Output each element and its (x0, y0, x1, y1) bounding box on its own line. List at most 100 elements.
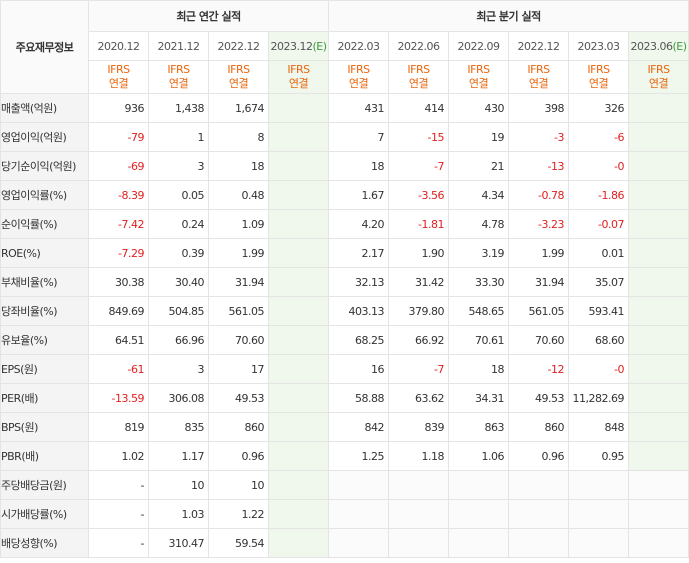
value-cell (628, 354, 689, 384)
basis-cell: IFRS 연결 (148, 60, 209, 94)
value-cell: 8 (208, 122, 269, 152)
value-cell: 306.08 (148, 383, 209, 413)
basis-standard: IFRS (527, 63, 550, 76)
row-label: 영업이익(억원) (0, 122, 89, 152)
basis-cell: IFRS 연결 (267, 60, 330, 94)
value-cell: 49.53 (208, 383, 269, 413)
row-label: EPS(원) (0, 354, 89, 384)
row-label: 주당배당금(원) (0, 470, 89, 500)
value-cell (628, 180, 689, 210)
value-cell: 819 (88, 412, 149, 442)
value-cell: 4.20 (328, 209, 390, 239)
value-cell: 1.25 (328, 441, 390, 471)
value-cell (628, 499, 689, 529)
value-cell: -1.81 (388, 209, 450, 239)
value-cell: 1.17 (148, 441, 209, 471)
value-cell (267, 180, 330, 210)
value-cell: -3.23 (508, 209, 570, 239)
value-cell (388, 470, 450, 500)
value-cell: 504.85 (148, 296, 209, 326)
value-cell: -0.07 (568, 209, 630, 239)
value-cell: 310.47 (148, 528, 209, 558)
value-cell: -7.42 (88, 209, 149, 239)
value-cell (628, 296, 689, 326)
value-cell (448, 470, 510, 500)
value-cell: 19 (448, 122, 510, 152)
value-cell (328, 528, 390, 558)
row-label: ROE(%) (0, 238, 89, 268)
value-cell (508, 499, 570, 529)
value-cell: 0.96 (508, 441, 570, 471)
value-cell: 70.60 (208, 325, 269, 355)
value-cell (267, 354, 330, 384)
value-cell: 18 (448, 354, 510, 384)
value-cell (508, 470, 570, 500)
basis-cell: IFRS 연결 (328, 60, 390, 94)
value-cell: 18 (208, 151, 269, 181)
period-annual-3: 2023.12 (270, 39, 313, 53)
value-cell: -8.39 (88, 180, 149, 210)
table-row: 순이익률(%) -7.42 0.24 1.09 4.20 -1.81 4.78 -3.23 -0… (0, 209, 689, 239)
basis-consolidation: 연결 (288, 77, 309, 90)
period-annual-1: 2021.12 (148, 31, 209, 61)
basis-consolidation: 연결 (468, 77, 489, 90)
value-cell (267, 151, 330, 181)
value-cell (267, 470, 330, 500)
value-cell: 58.88 (328, 383, 390, 413)
table-row: PER(배) -13.59 306.08 49.53 58.88 63.62 34.31 49… (0, 383, 689, 413)
value-cell: 839 (388, 412, 450, 442)
value-cell (628, 209, 689, 239)
row-label: 당기순이익(억원) (0, 151, 89, 181)
table-row: 유보율(%) 64.51 66.96 70.60 68.25 66.92 70.61 70.6… (0, 325, 689, 355)
period-quarter-4: 2023.03 (568, 31, 630, 61)
row-label: 매출액(억원) (0, 93, 89, 123)
value-cell (628, 267, 689, 297)
value-cell (448, 499, 510, 529)
value-cell: 0.96 (208, 441, 269, 471)
basis-standard: IFRS (227, 63, 250, 76)
value-cell: 2.17 (328, 238, 390, 268)
value-cell: 30.40 (148, 267, 209, 297)
value-cell: 398 (508, 93, 570, 123)
value-cell: -1.86 (568, 180, 630, 210)
value-cell: 379.80 (388, 296, 450, 326)
value-cell: 30.38 (88, 267, 149, 297)
value-cell: 17 (208, 354, 269, 384)
table-row: 시가배당률(%) -1.03 1.22 (0, 499, 689, 529)
row-label: 부채비율(%) (0, 267, 89, 297)
value-cell: 548.65 (448, 296, 510, 326)
value-cell: 0.48 (208, 180, 269, 210)
row-label: 시가배당률(%) (0, 499, 89, 529)
value-cell (628, 151, 689, 181)
value-cell: 860 (508, 412, 570, 442)
table-row: 당기순이익(억원) -69 3 18 18 -7 21 -13 -0 (0, 151, 689, 181)
value-cell: 18 (328, 151, 390, 181)
value-cell: 63.62 (388, 383, 450, 413)
value-cell: 66.92 (388, 325, 450, 355)
value-cell: -0.78 (508, 180, 570, 210)
value-cell: 561.05 (208, 296, 269, 326)
value-cell: 403.13 (328, 296, 390, 326)
basis-standard: IFRS (587, 63, 610, 76)
row-label: PBR(배) (0, 441, 89, 471)
row-label-header: 주요재무정보 (0, 0, 89, 94)
value-cell: 4.78 (448, 209, 510, 239)
value-cell (267, 93, 330, 123)
value-cell (508, 528, 570, 558)
basis-consolidation: 연결 (648, 77, 669, 90)
basis-cell: IFRS 연결 (388, 60, 450, 94)
value-cell: 835 (148, 412, 209, 442)
period-quarter-2: 2022.09 (448, 31, 510, 61)
value-cell (568, 528, 630, 558)
period-annual-estimate: 2023.12(E) (267, 31, 330, 61)
table-row: BPS(원) 819 835 860 842 839 863 860 848 (0, 412, 689, 442)
basis-cell: IFRS 연결 (208, 60, 269, 94)
value-cell: 64.51 (88, 325, 149, 355)
basis-consolidation: 연결 (348, 77, 369, 90)
value-cell: -13 (508, 151, 570, 181)
value-cell: 430 (448, 93, 510, 123)
basis-header-row: IFRS 연결 IFRS 연결 IFRS 연결 IFRS 연결 IFRS 연결 IFRS 연결 IFRS… (1, 60, 689, 94)
basis-standard: IFRS (347, 63, 370, 76)
basis-consolidation: 연결 (108, 77, 129, 90)
